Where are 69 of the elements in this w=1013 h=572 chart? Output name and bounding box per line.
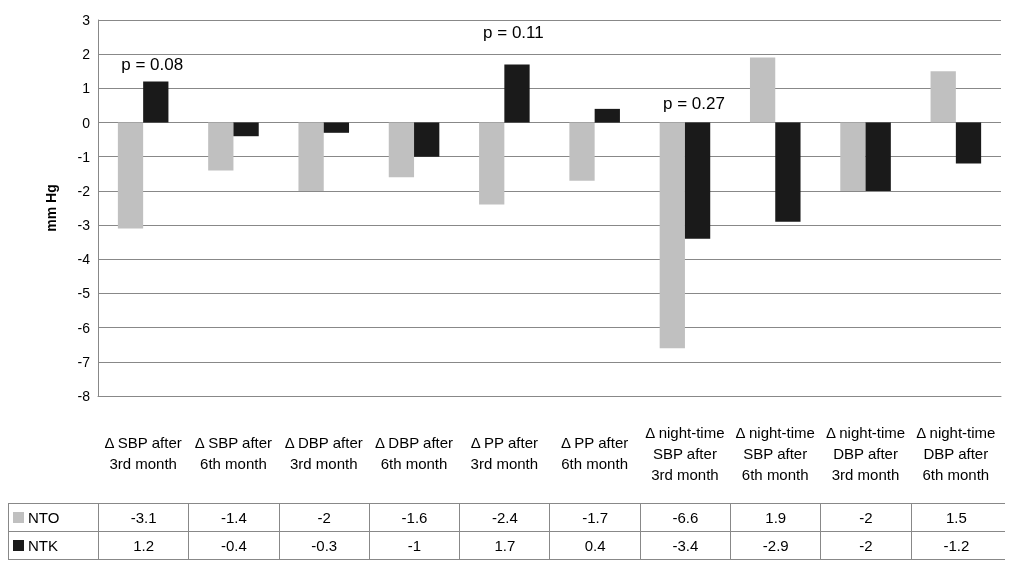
y-tick-label: -2 — [77, 182, 91, 199]
legend-label: NTK — [28, 537, 58, 554]
bar — [865, 122, 891, 191]
bar — [569, 122, 595, 181]
data-label: 0.4 — [549, 532, 640, 559]
data-label: -1.4 — [188, 504, 279, 531]
bar — [840, 122, 866, 191]
data-label: -0.4 — [188, 532, 279, 559]
data-label: 1.2 — [98, 532, 189, 559]
y-tick-label: -4 — [77, 251, 91, 268]
y-tick-label: -5 — [77, 285, 91, 302]
y-tick-label: 1 — [82, 80, 91, 97]
data-label: 1.7 — [459, 532, 550, 559]
legend-label: NTO — [28, 509, 60, 526]
bar — [208, 122, 234, 171]
y-tick-label: -3 — [77, 217, 91, 234]
data-label: -0.3 — [278, 532, 369, 559]
bar — [594, 108, 620, 123]
y-tick-label: -1 — [77, 148, 91, 165]
data-label: -3.4 — [639, 532, 731, 559]
bar — [930, 71, 956, 123]
data-label: -1 — [368, 532, 460, 559]
x-tick-label: Δ PP after 6th month — [560, 433, 630, 474]
value-table: Δ SBP after 3rd month Δ SBP after 6th month Δ DBP after 3rd month Δ DBP after 6th month Δ PP after 3rd month Δ PP after 6th month Δ night-time SBP after 3rd month Δ night-time SBP after 6th month Δ night-time DBP after 3rd month Δ night-time DBP after 6th month NTO -3.1 -1.4 -2 -1.6 -2.4 -1.7 -6.6 1.9 -2 1.5 NTK 1.2 -0.4 -0.3 -1 1.7 0.4 -3.4 -2.9 -2 -1.2 — [8, 403, 1005, 560]
y-tick-label: -6 — [77, 319, 91, 336]
bar — [117, 122, 144, 229]
data-label: 1.9 — [730, 504, 821, 531]
annotation: p = 0.08 — [121, 54, 184, 74]
bar — [323, 122, 350, 133]
x-tick-label: Δ DBP after 3rd month — [283, 433, 364, 474]
data-label: -2.4 — [459, 504, 550, 531]
bar — [298, 122, 324, 191]
x-tick-label: Δ night-time DBP after 3rd month — [824, 422, 907, 485]
bar — [955, 122, 982, 164]
data-label: -1.7 — [549, 504, 640, 531]
bar — [388, 122, 415, 178]
bar — [659, 122, 685, 349]
data-label: -2.9 — [730, 532, 821, 559]
annotation: p = 0.11 — [483, 22, 544, 42]
data-label: -2 — [820, 532, 911, 559]
bar — [504, 64, 530, 123]
bar — [414, 122, 440, 157]
data-label: -2 — [820, 504, 911, 531]
y-tick-label: 3 — [82, 12, 91, 28]
data-label: -1.2 — [910, 532, 1001, 559]
x-tick-label: Δ night-time SBP after 3rd month — [644, 422, 726, 485]
x-tick-label: Δ night-time DBP after 6th month — [915, 422, 997, 485]
x-tick-label: Δ SBP after 3rd month — [103, 433, 183, 474]
data-label: -3.1 — [98, 504, 189, 531]
data-label: -2 — [278, 504, 369, 531]
x-tick-label: Δ night-time SBP after 6th month — [734, 422, 816, 485]
bar — [479, 122, 505, 205]
data-label: -1.6 — [368, 504, 460, 531]
x-tick-label: Δ SBP after 6th month — [193, 433, 274, 474]
bar — [749, 57, 776, 123]
bar — [143, 81, 169, 123]
x-tick-label: Δ PP after 3rd month — [469, 433, 540, 474]
y-tick-label: -8 — [77, 388, 91, 404]
bar — [684, 122, 711, 239]
annotation: p = 0.27 — [663, 94, 725, 114]
bar — [233, 122, 259, 137]
y-tick-label: -7 — [77, 353, 91, 370]
data-label: -6.6 — [639, 504, 731, 531]
bar — [775, 122, 801, 222]
data-label: 1.5 — [910, 504, 1001, 531]
x-tick-label: Δ DBP after 6th month — [373, 433, 455, 474]
y-tick-label: 0 — [82, 114, 91, 131]
y-axis-title: mm Hg — [43, 184, 59, 232]
y-tick-label: 2 — [82, 46, 91, 63]
